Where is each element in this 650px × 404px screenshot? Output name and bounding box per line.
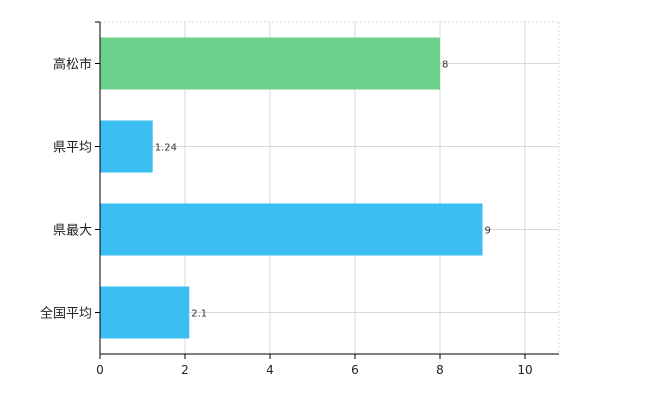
x-tick-label-2: 4 [266, 363, 274, 377]
bar-0 [100, 37, 440, 90]
category-label-2: 県最大 [53, 224, 92, 239]
x-tick-label-4: 8 [436, 363, 444, 377]
x-tick-label-3: 6 [351, 363, 359, 377]
bar-3 [100, 286, 190, 339]
bar-1 [100, 120, 153, 173]
axes [95, 21, 559, 359]
bars [100, 37, 483, 339]
x-tick-label-1: 2 [181, 363, 189, 377]
category-label-1: 県平均 [53, 141, 92, 156]
value-label-0: 8 [442, 60, 448, 71]
value-label-3: 2.1 [191, 309, 207, 320]
x-tick-label-0: 0 [96, 363, 104, 377]
x-tick-label-5: 10 [517, 363, 532, 377]
bar-2 [100, 203, 483, 256]
category-label-0: 高松市 [53, 57, 92, 73]
value-label-2: 9 [485, 226, 491, 237]
value-label-1: 1.24 [155, 143, 177, 154]
category-label-3: 全国平均 [40, 306, 92, 322]
